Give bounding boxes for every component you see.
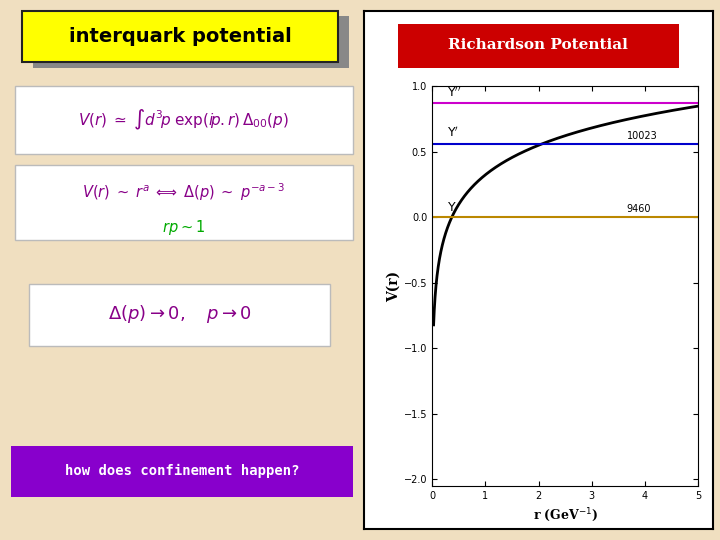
FancyBboxPatch shape [14, 165, 353, 240]
FancyBboxPatch shape [397, 24, 679, 68]
FancyBboxPatch shape [14, 86, 353, 154]
Text: Richardson Potential: Richardson Potential [449, 38, 628, 52]
FancyBboxPatch shape [30, 284, 330, 346]
FancyBboxPatch shape [22, 11, 338, 62]
Text: $V(r) \;\sim\; r^a \;\Longleftrightarrow\; \Delta(p) \;\sim\; p^{-a-3}$: $V(r) \;\sim\; r^a \;\Longleftrightarrow… [82, 181, 285, 202]
Text: $\Delta(p) \rightarrow 0, \quad p \rightarrow 0$: $\Delta(p) \rightarrow 0, \quad p \right… [108, 303, 252, 325]
Text: $\Upsilon''$: $\Upsilon''$ [447, 85, 462, 100]
Y-axis label: V(r): V(r) [387, 271, 401, 302]
Text: $\mathit{rp} \sim 1$: $\mathit{rp} \sim 1$ [162, 218, 205, 238]
Text: how does confinement happen?: how does confinement happen? [65, 464, 299, 478]
Text: $\Upsilon$: $\Upsilon$ [447, 201, 456, 214]
Text: $\Upsilon'$: $\Upsilon'$ [447, 126, 459, 140]
Text: 9460: 9460 [626, 204, 651, 214]
Text: interquark potential: interquark potential [68, 27, 292, 46]
Text: 10023: 10023 [626, 131, 657, 141]
FancyBboxPatch shape [33, 16, 348, 68]
X-axis label: r (GeV$^{-1}$): r (GeV$^{-1}$) [533, 507, 598, 524]
FancyBboxPatch shape [11, 446, 353, 497]
Text: $V(r) \;\simeq\; \int d^3\!p \;\exp(i\!p.r)\,\Delta_{00}(p)$: $V(r) \;\simeq\; \int d^3\!p \;\exp(i\!p… [78, 108, 289, 132]
